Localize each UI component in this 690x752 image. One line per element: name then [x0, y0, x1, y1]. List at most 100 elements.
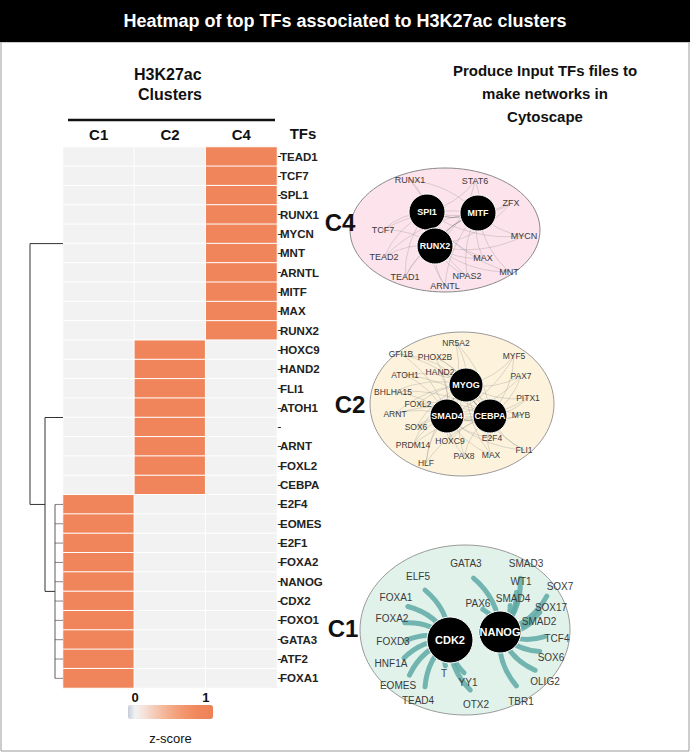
svg-text:ATF2: ATF2: [280, 653, 308, 665]
svg-text:Cytoscape: Cytoscape: [507, 108, 583, 125]
svg-text:FOXD3: FOXD3: [376, 636, 410, 647]
svg-text:Heatmap of top TFs associated: Heatmap of top TFs associated to H3K27ac…: [123, 11, 566, 31]
svg-text:OLIG2: OLIG2: [530, 676, 560, 687]
svg-text:NANOG: NANOG: [480, 626, 521, 638]
svg-text:PRDM14: PRDM14: [396, 440, 431, 450]
svg-text:MYCN: MYCN: [280, 228, 314, 240]
svg-text:SPI1: SPI1: [417, 207, 437, 217]
svg-text:MNT: MNT: [280, 247, 305, 259]
svg-text:HOXC9: HOXC9: [435, 436, 465, 446]
svg-text:FOXA1: FOXA1: [380, 592, 413, 603]
svg-text:NPAS2: NPAS2: [453, 271, 482, 281]
svg-text:ZFX: ZFX: [503, 198, 520, 208]
svg-text:RUNX1: RUNX1: [280, 209, 320, 221]
svg-text:MAX: MAX: [482, 450, 501, 460]
svg-text:RUNX2: RUNX2: [280, 325, 319, 337]
svg-text:HAND2: HAND2: [426, 367, 455, 377]
svg-text:CDX2: CDX2: [280, 595, 311, 607]
svg-text:EOMES: EOMES: [280, 518, 322, 530]
svg-text:WT1: WT1: [510, 576, 532, 587]
svg-text:PHOX2B: PHOX2B: [418, 352, 453, 362]
svg-text:TEAD1: TEAD1: [280, 151, 318, 163]
svg-text:C4: C4: [325, 209, 356, 236]
svg-text:NANOG: NANOG: [280, 576, 323, 588]
svg-text:TCF7: TCF7: [280, 170, 309, 182]
svg-text:T: T: [441, 668, 447, 679]
svg-text:E2F4: E2F4: [280, 498, 308, 510]
svg-text:SOX7: SOX7: [547, 581, 574, 592]
svg-text:TEAD4: TEAD4: [402, 695, 435, 706]
svg-text:SOX6: SOX6: [405, 422, 428, 432]
svg-text:MNT: MNT: [499, 267, 519, 277]
svg-text:H3K27ac: H3K27ac: [134, 66, 206, 83]
svg-text:FOXL2: FOXL2: [280, 460, 317, 472]
svg-text:BHLHA15: BHLHA15: [374, 387, 412, 397]
svg-text:ARNT: ARNT: [383, 409, 406, 419]
svg-text:CEBPA: CEBPA: [280, 479, 319, 491]
svg-text:FOXA1: FOXA1: [280, 672, 319, 684]
svg-text:C2: C2: [160, 126, 179, 143]
svg-text:ATOH1: ATOH1: [391, 370, 419, 380]
svg-text:RUNX2: RUNX2: [420, 241, 451, 251]
svg-text:PITX1: PITX1: [516, 393, 540, 403]
svg-text:E2F4: E2F4: [482, 433, 503, 443]
svg-text:TEAD1: TEAD1: [390, 272, 419, 282]
svg-text:PAX7: PAX7: [510, 371, 531, 381]
svg-text:FOXL2: FOXL2: [405, 399, 432, 409]
svg-text:make networks in: make networks in: [482, 85, 608, 102]
svg-text:ARNTL: ARNTL: [280, 267, 319, 279]
svg-text:STAT6: STAT6: [462, 176, 489, 186]
svg-text:GATA3: GATA3: [450, 558, 482, 569]
svg-text:MITF: MITF: [280, 286, 307, 298]
svg-text:ARNT: ARNT: [280, 440, 312, 452]
svg-text:MYB: MYB: [512, 410, 531, 420]
svg-text:PAX8: PAX8: [453, 451, 474, 461]
svg-text:SMAD2: SMAD2: [522, 616, 557, 627]
svg-text:SMAD4: SMAD4: [431, 411, 463, 421]
svg-text:z-score: z-score: [149, 731, 192, 746]
svg-text:CDK2: CDK2: [435, 634, 465, 646]
svg-text:MAX: MAX: [280, 305, 306, 317]
svg-text:MYF5: MYF5: [503, 351, 526, 361]
svg-text:TFs: TFs: [290, 125, 317, 142]
svg-text:NR5A2: NR5A2: [442, 338, 470, 348]
svg-text:SOX17: SOX17: [535, 602, 568, 613]
svg-text:HNF1A: HNF1A: [375, 658, 408, 669]
svg-text:FOXA2: FOXA2: [376, 613, 409, 624]
svg-text:MAX: MAX: [473, 253, 493, 263]
svg-text:HOXC9: HOXC9: [280, 344, 320, 356]
svg-text:OTX2: OTX2: [463, 699, 490, 710]
svg-text:Clusters: Clusters: [138, 86, 202, 103]
svg-text:C1: C1: [89, 126, 108, 143]
svg-text:TEAD2: TEAD2: [369, 252, 398, 262]
svg-text:GFI1B: GFI1B: [389, 349, 414, 359]
svg-text:E2F1: E2F1: [280, 537, 308, 549]
svg-text:FLI1: FLI1: [515, 445, 532, 455]
svg-text:HAND2: HAND2: [280, 363, 320, 375]
svg-text:TCF4: TCF4: [545, 633, 570, 644]
svg-text:RUNX1: RUNX1: [395, 175, 426, 185]
svg-text:GATA3: GATA3: [280, 634, 317, 646]
svg-text:CEBPA: CEBPA: [475, 411, 506, 421]
svg-text:EOMES: EOMES: [380, 680, 416, 691]
svg-text:FOXO1: FOXO1: [280, 614, 320, 626]
svg-text:ATOH1: ATOH1: [280, 402, 319, 414]
svg-text:Produce Input TFs files to: Produce Input TFs files to: [453, 62, 637, 79]
svg-text:HLF: HLF: [418, 458, 434, 468]
svg-text:MITF: MITF: [468, 208, 489, 218]
svg-text:C4: C4: [232, 126, 252, 143]
svg-text:C2: C2: [335, 391, 366, 418]
svg-text:SMAD4: SMAD4: [496, 593, 531, 604]
svg-text:1: 1: [202, 690, 209, 705]
svg-text:0: 0: [131, 690, 138, 705]
svg-text:YY1: YY1: [459, 677, 478, 688]
svg-text:ELF5: ELF5: [406, 571, 430, 582]
svg-text:SPL1: SPL1: [280, 189, 309, 201]
svg-text:TCF7: TCF7: [372, 225, 395, 235]
svg-text:FOXA2: FOXA2: [280, 556, 318, 568]
svg-text:ARNTL: ARNTL: [430, 281, 460, 291]
svg-text:SMAD3: SMAD3: [509, 558, 544, 569]
svg-text:PAX6: PAX6: [466, 598, 491, 609]
svg-text:C1: C1: [328, 615, 359, 642]
svg-text:MYOG: MYOG: [452, 380, 480, 390]
